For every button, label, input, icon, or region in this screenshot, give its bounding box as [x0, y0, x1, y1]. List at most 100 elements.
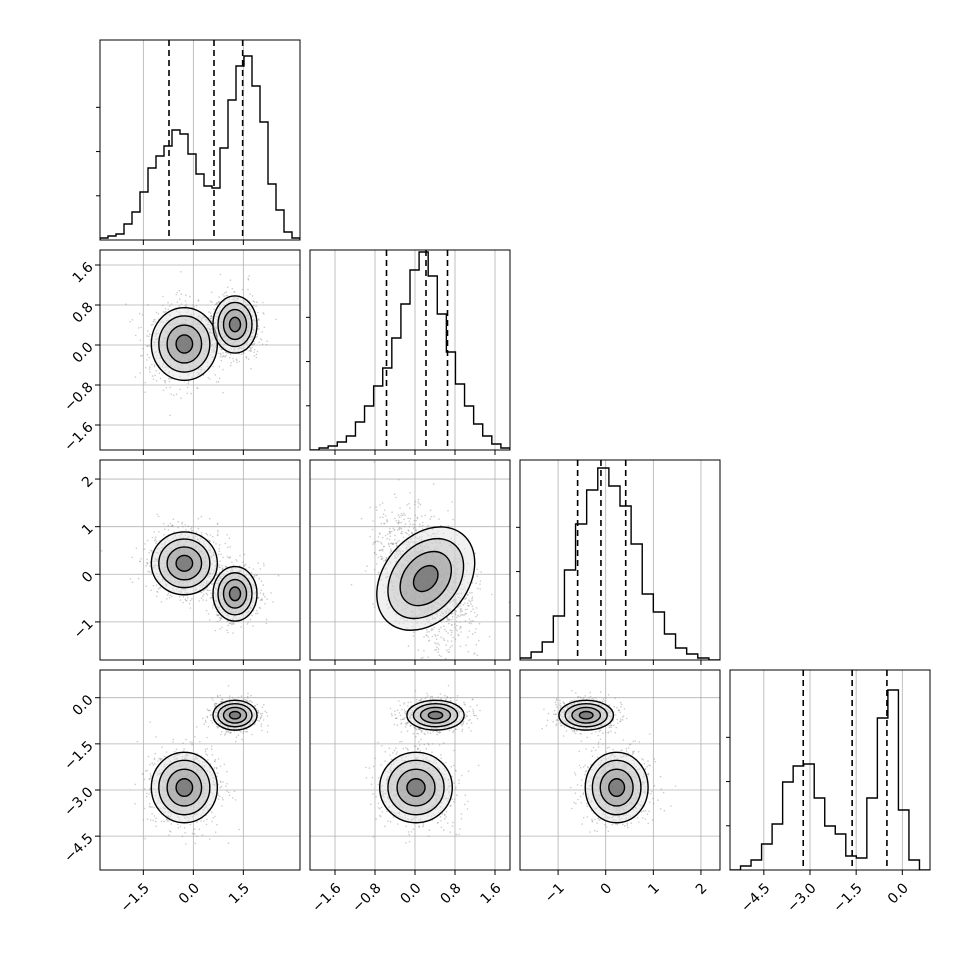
- contour-2-0-1-2: [222, 578, 248, 609]
- scatter-point: [131, 581, 134, 584]
- scatter-point: [146, 539, 149, 542]
- scatter-point: [232, 622, 234, 625]
- scatter-point: [420, 657, 423, 659]
- scatter-point: [217, 614, 220, 616]
- scatter-point: [212, 365, 214, 368]
- scatter-point: [438, 630, 440, 633]
- scatter-point: [407, 529, 410, 531]
- scatter-point: [191, 526, 193, 528]
- scatter-point: [410, 532, 413, 534]
- scatter-point: [475, 643, 478, 646]
- scatter-point: [225, 291, 228, 293]
- contour-2-0-1-1: [217, 572, 253, 616]
- scatter-point: [408, 503, 410, 505]
- scatter-point: [447, 640, 449, 642]
- scatter-point: [184, 300, 187, 302]
- scatter-point: [384, 534, 387, 537]
- scatter-point: [148, 552, 150, 554]
- scatter-point: [387, 542, 390, 545]
- contour-1-0-1-1: [217, 301, 253, 348]
- scatter-point: [447, 632, 449, 634]
- scatter-point: [169, 377, 171, 380]
- scatter-point: [444, 657, 447, 660]
- scatter-point: [251, 344, 254, 346]
- scatter-point: [151, 536, 154, 539]
- scatter-point: [141, 354, 144, 357]
- scatter-point: [242, 352, 245, 354]
- scatter-point: [450, 634, 452, 636]
- scatter-point: [448, 618, 450, 621]
- scatter-point: [223, 292, 226, 294]
- scatter-point: [490, 593, 493, 596]
- scatter-point: [455, 628, 457, 631]
- scatter-point: [369, 506, 371, 509]
- scatter-point: [190, 392, 192, 395]
- scatter-point: [228, 557, 231, 559]
- scatter-point: [435, 643, 437, 645]
- scatter-point: [229, 546, 231, 548]
- scatter-point: [216, 611, 218, 613]
- scatter-point: [145, 585, 147, 587]
- scatter-point: [411, 532, 414, 534]
- scatter-point: [232, 357, 234, 360]
- scatter-point: [253, 574, 256, 576]
- scatter-point: [227, 286, 229, 289]
- scatter-point: [452, 518, 454, 521]
- scatter-point: [220, 348, 223, 351]
- scatter-point: [225, 351, 227, 353]
- scatter-point: [197, 527, 200, 530]
- scatter-point: [451, 618, 453, 621]
- density-1-0-1-3: [229, 317, 241, 332]
- scatter-point: [369, 535, 371, 538]
- scatter-point: [404, 531, 407, 534]
- scatter-point: [468, 599, 470, 601]
- scatter-point: [139, 560, 141, 563]
- scatter-point: [471, 605, 474, 607]
- scatter-point: [201, 534, 203, 536]
- scatter-point: [146, 353, 149, 356]
- scatter-point: [205, 609, 208, 612]
- scatter-point: [248, 275, 250, 277]
- scatter-point: [147, 335, 150, 338]
- scatter-point: [382, 536, 384, 539]
- scatter-point: [131, 556, 133, 559]
- scatter-point: [392, 543, 394, 545]
- scatter-point: [434, 633, 436, 636]
- scatter-point: [171, 524, 174, 527]
- scatter-point: [402, 514, 404, 516]
- scatter-point: [231, 287, 234, 290]
- scatter-point: [398, 516, 401, 518]
- scatter-point: [218, 301, 220, 304]
- scatter-point: [396, 522, 399, 524]
- scatter-point: [379, 555, 382, 557]
- scatter-point: [215, 543, 217, 545]
- scatter-point: [236, 361, 238, 364]
- scatter-point: [151, 363, 153, 366]
- scatter-point: [429, 518, 432, 520]
- scatter-point: [210, 592, 212, 595]
- scatter-point: [218, 544, 221, 546]
- scatter-point: [377, 556, 380, 559]
- scatter-point: [471, 596, 474, 598]
- scatter-point: [137, 327, 140, 329]
- scatter-point: [216, 522, 219, 525]
- scatter-point: [177, 520, 179, 523]
- scatter-point: [167, 529, 170, 531]
- scatter-point: [426, 634, 428, 637]
- scatter-point: [243, 564, 246, 567]
- scatter-point: [225, 354, 227, 357]
- scatter-point: [427, 656, 430, 658]
- scatter-point: [262, 312, 264, 314]
- scatter-point: [203, 593, 205, 596]
- scatter-point: [187, 525, 190, 527]
- scatter-point: [259, 568, 262, 570]
- scatter-point: [181, 523, 183, 525]
- scatter-point: [379, 516, 381, 519]
- scatter-point: [179, 298, 181, 301]
- scatter-point: [225, 565, 227, 568]
- scatter-point: [422, 521, 424, 524]
- scatter-point: [456, 620, 458, 623]
- scatter-point: [259, 338, 262, 340]
- scatter-point: [242, 352, 245, 354]
- scatter-point: [185, 294, 187, 297]
